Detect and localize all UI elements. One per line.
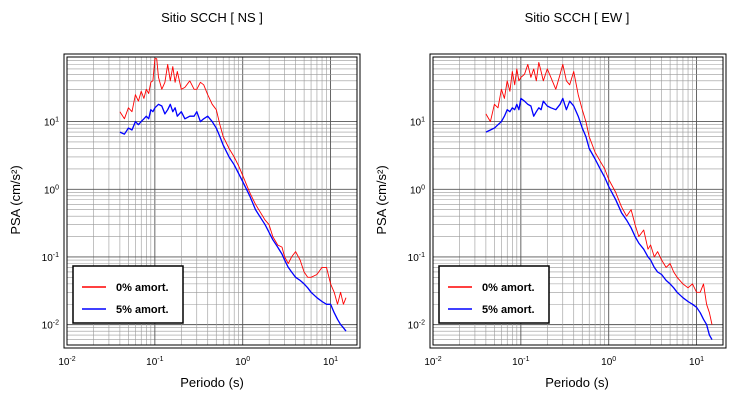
x-tick-label: 10-2: [424, 356, 441, 368]
plot-area: 10-2 10-1 100 101 10-2 10-1 100 101: [408, 53, 727, 368]
legend-label-1: 5% amort.: [116, 304, 169, 316]
plot-frame-outer: [63, 53, 361, 349]
legend: 0% amort. 5% amort.: [72, 265, 184, 324]
plot-frame-inner: [432, 56, 724, 346]
x-axis-label: Periodo (s): [180, 375, 244, 390]
plot-frame-inner: [66, 56, 358, 346]
legend-label-1: 5% amort.: [482, 304, 535, 316]
legend-label-0: 0% amort.: [482, 282, 535, 294]
legend-box: [438, 265, 550, 324]
series-line-undamped: [485, 61, 713, 325]
y-axis-label: PSA (cm/s²): [374, 165, 389, 234]
y-tick-label: 100: [44, 184, 59, 196]
chart-panel-ew: Sitio SCCH [ EW ] 10-2 10-1 100 101 10-2 10-1…: [374, 10, 727, 390]
y-tick-label: 101: [44, 117, 59, 129]
series-line-undamped: [119, 58, 347, 305]
chart-title: Sitio SCCH [ NS ]: [161, 10, 263, 25]
plot-frame-outer: [429, 53, 727, 349]
y-tick-label: 10-2: [408, 320, 425, 332]
y-tick-label: 100: [410, 184, 425, 196]
x-tick-label: 101: [323, 356, 338, 368]
x-tick-label: 10-1: [146, 356, 163, 368]
legend: 0% amort. 5% amort.: [438, 265, 550, 324]
y-tick-label: 101: [410, 117, 425, 129]
y-tick-label: 10-2: [42, 320, 59, 332]
y-tick-label: 10-1: [42, 252, 59, 264]
y-tick-label: 10-1: [408, 252, 425, 264]
series-line-damped: [485, 97, 713, 340]
x-tick-label: 101: [689, 356, 704, 368]
legend-label-0: 0% amort.: [116, 282, 169, 294]
x-tick-label: 100: [235, 356, 250, 368]
y-axis-label: PSA (cm/s²): [8, 165, 23, 234]
x-tick-label: 10-2: [58, 356, 75, 368]
x-tick-label: 100: [601, 356, 616, 368]
chart-panel-ns: Sitio SCCH [ NS ] 10-2 10-1 100 101 10-2 10-1…: [8, 10, 361, 390]
x-axis-label: Periodo (s): [545, 375, 609, 390]
x-tick-label: 10-1: [512, 356, 529, 368]
chart-title: Sitio SCCH [ EW ]: [525, 10, 630, 25]
legend-box: [72, 265, 184, 324]
series-line-damped: [119, 103, 347, 332]
